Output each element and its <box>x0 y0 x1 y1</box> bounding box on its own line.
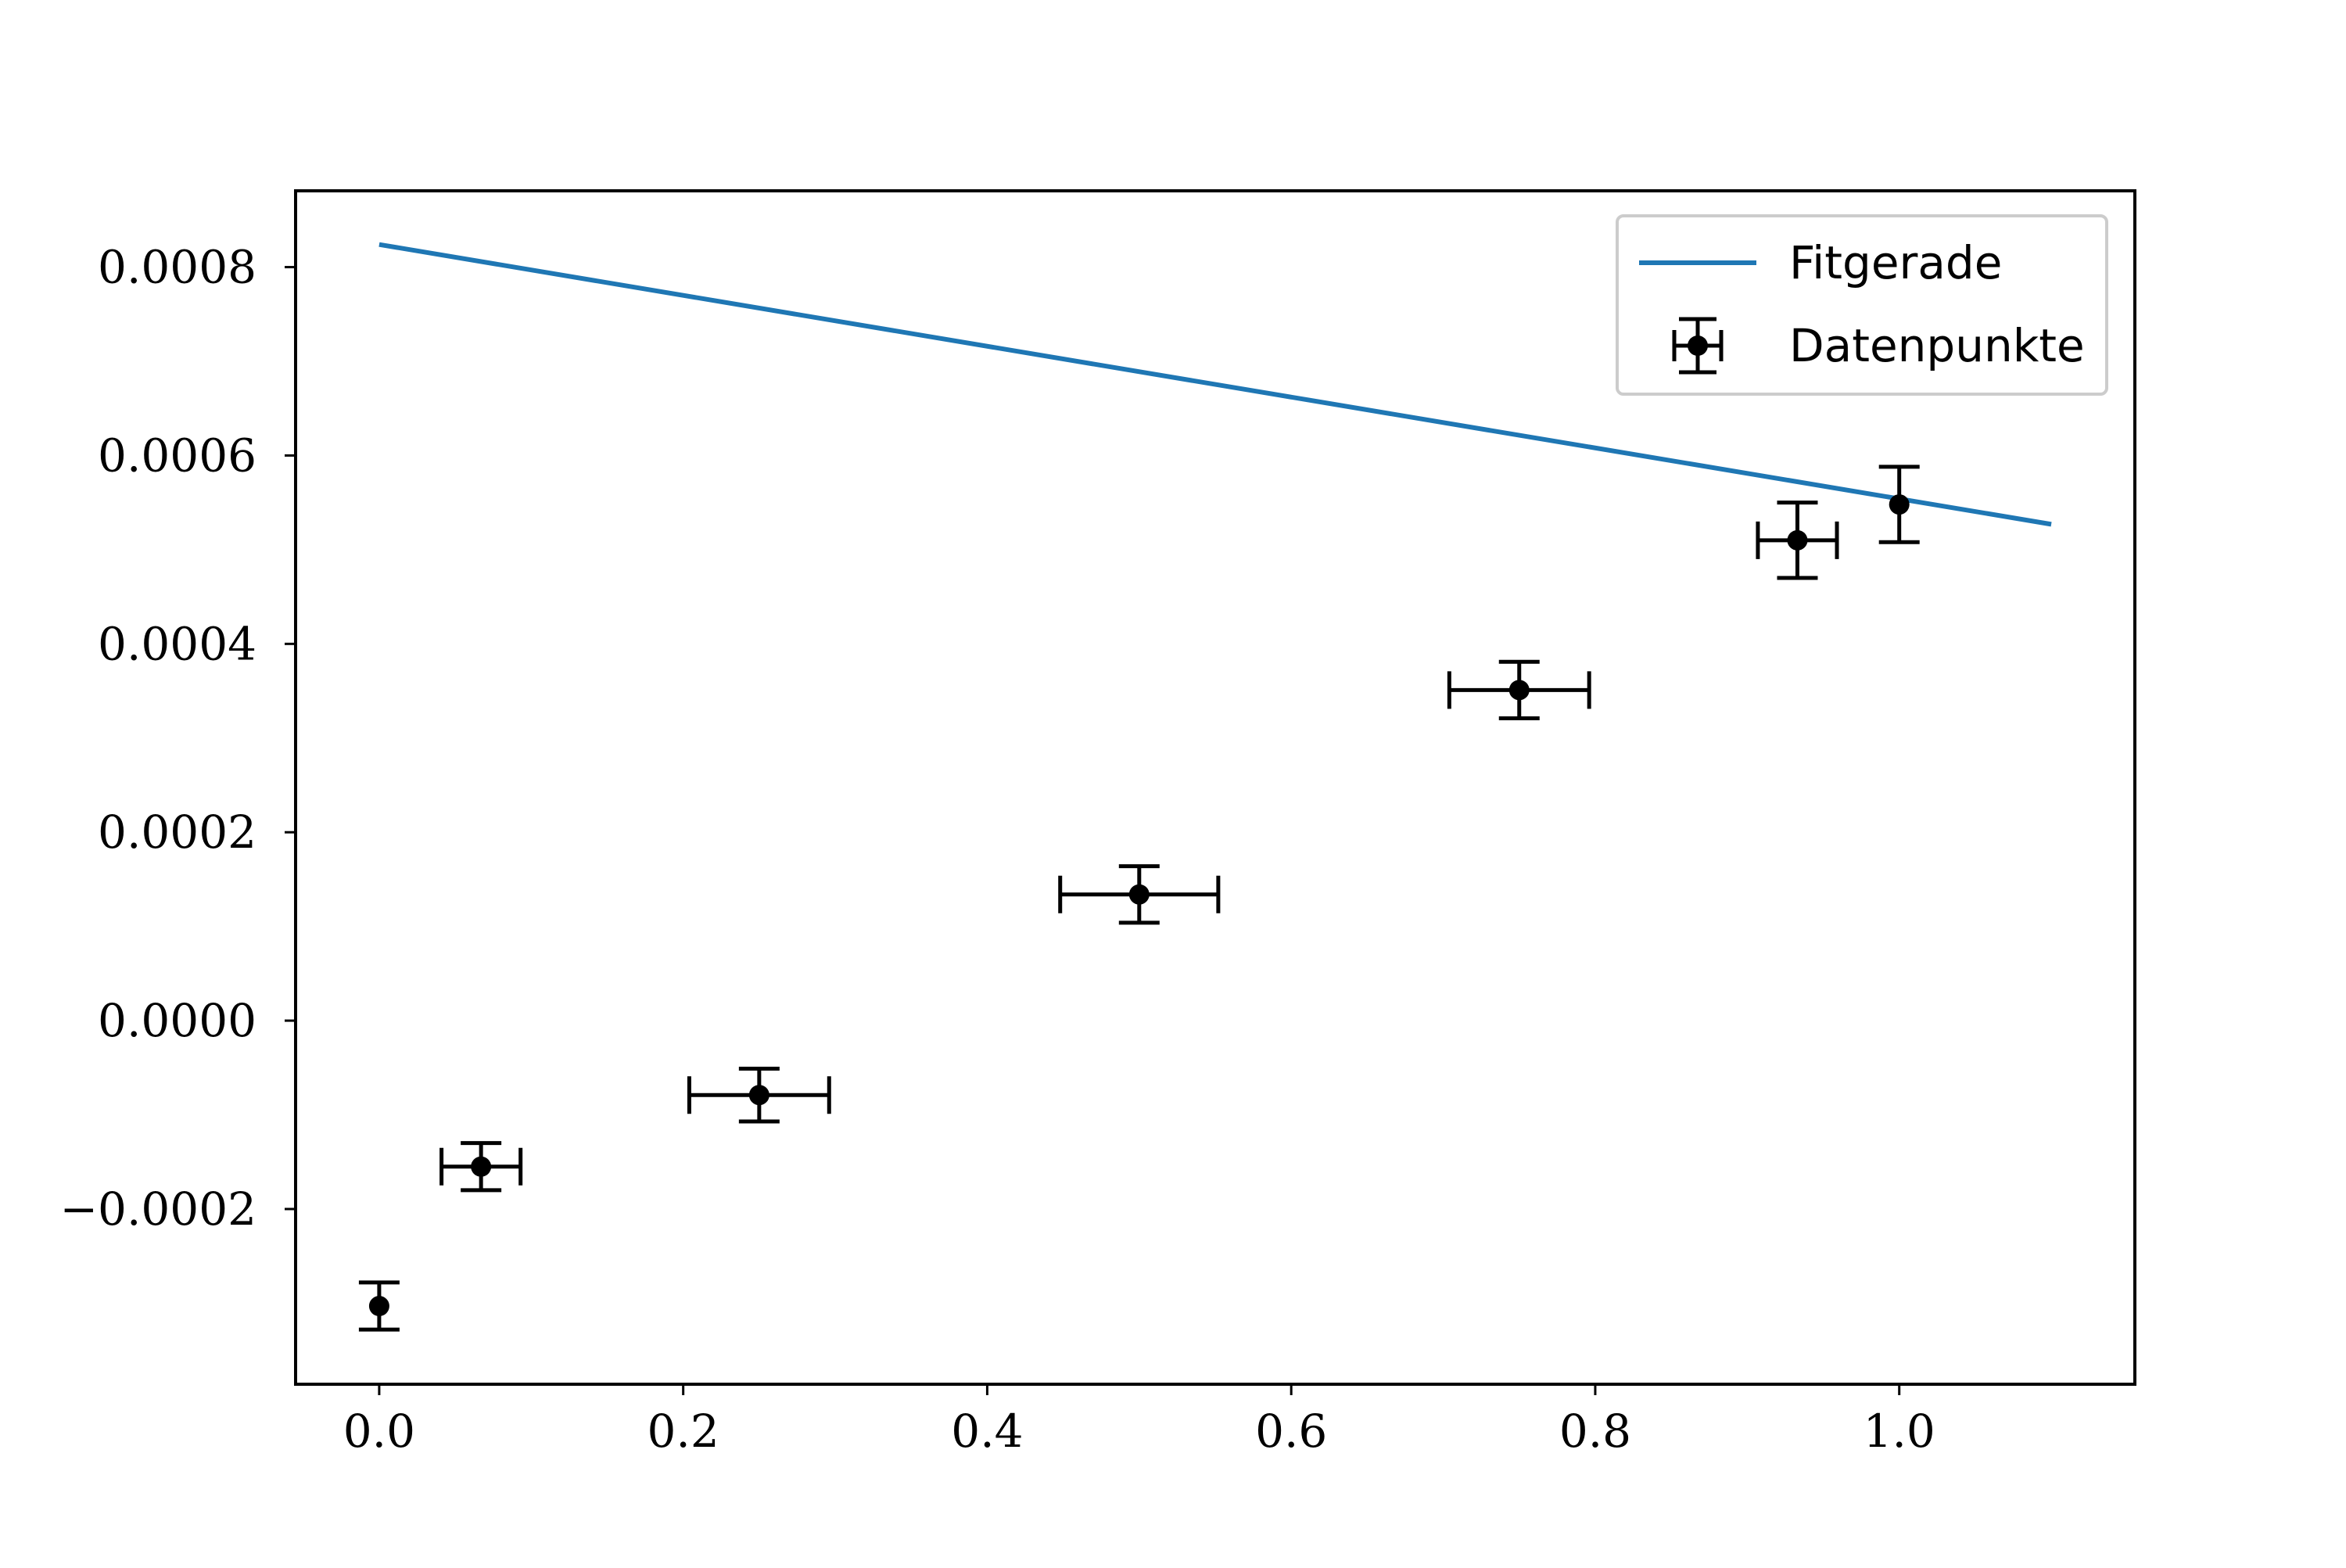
legend-entries: Fitgerade Datenpunkte <box>1639 236 2085 375</box>
x-tick-label: 0.8 <box>1559 1405 1631 1458</box>
fit-line <box>378 242 2052 527</box>
x-tick-label: 0.4 <box>951 1405 1023 1458</box>
data-point <box>687 1067 831 1124</box>
data-marker <box>1889 494 1910 515</box>
legend: Fitgerade Datenpunkte <box>1616 214 2108 396</box>
data-marker <box>1787 529 1808 551</box>
legend-marker-swatch <box>1688 335 1708 356</box>
y-tick-label: 0.0002 <box>98 806 256 859</box>
data-point <box>1878 465 1920 544</box>
data-point <box>1447 659 1591 720</box>
y-tick-label: 0.0006 <box>98 429 256 482</box>
data-point <box>1058 864 1221 925</box>
legend-label: Fitgerade <box>1789 236 2002 289</box>
y-tick-label: −0.0002 <box>59 1182 256 1236</box>
data-marker <box>1128 884 1150 905</box>
y-tick-label: 0.0004 <box>98 617 256 670</box>
data-marker <box>1508 680 1530 701</box>
data-point <box>439 1141 523 1193</box>
data-marker <box>471 1156 492 1177</box>
x-tick-label: 0.0 <box>343 1405 415 1458</box>
data-point <box>1756 501 1839 580</box>
y-tick-label: 0.0008 <box>98 241 256 294</box>
plot-content <box>358 242 2052 1332</box>
x-tick-label: 0.6 <box>1255 1405 1327 1458</box>
y-tick-label: 0.0000 <box>98 994 256 1047</box>
axis-ticks: 0.0 0.2 0.4 0.6 0.8 1.0 −0.0002 0.0000 0.0002 0.0… <box>59 241 1935 1458</box>
data-point <box>358 1280 400 1332</box>
legend-entry: Datenpunkte <box>1672 317 2085 375</box>
x-tick-label: 0.2 <box>647 1405 719 1458</box>
data-marker <box>748 1085 769 1106</box>
legend-entry: Fitgerade <box>1639 236 2002 289</box>
axes-frame <box>294 189 2136 1386</box>
legend-label: Datenpunkte <box>1789 319 2085 372</box>
data-marker <box>368 1296 389 1317</box>
x-tick-label: 1.0 <box>1864 1405 1935 1458</box>
